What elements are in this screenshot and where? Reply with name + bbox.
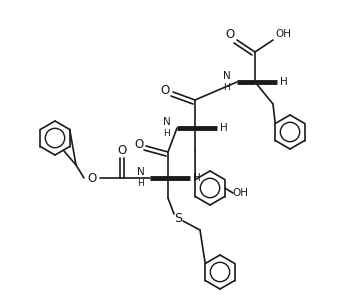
Text: H: H [280, 77, 288, 87]
Text: N: N [137, 167, 145, 177]
Text: O: O [87, 172, 97, 184]
Text: OH: OH [275, 29, 291, 39]
Text: N: N [223, 71, 231, 81]
Text: H: H [138, 179, 144, 188]
Text: H: H [193, 173, 201, 183]
Text: O: O [160, 83, 170, 97]
Text: H: H [220, 123, 228, 133]
Text: O: O [225, 28, 235, 40]
Text: O: O [117, 144, 127, 158]
Text: S: S [174, 211, 182, 225]
Text: N: N [163, 117, 171, 127]
Text: H: H [224, 83, 230, 92]
Text: O: O [134, 138, 144, 150]
Text: OH: OH [232, 188, 248, 198]
Text: H: H [164, 129, 170, 138]
